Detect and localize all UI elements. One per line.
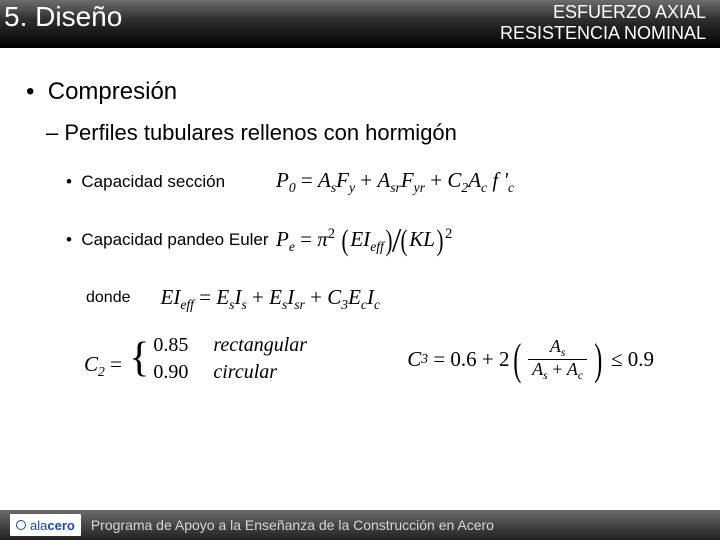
pe-pi: π bbox=[317, 227, 328, 251]
slide: 5. Diseño ESFUERZO AXIAL RESISTENCIA NOM… bbox=[0, 0, 720, 540]
c2-w1: rectangular bbox=[213, 334, 307, 356]
item-label-1-text: Capacidad sección bbox=[81, 172, 225, 191]
p0-t3: A bbox=[377, 168, 390, 192]
ei-g: I bbox=[367, 285, 374, 309]
ei-bs: s bbox=[241, 296, 246, 311]
subtitle-line-1: ESFUERZO AXIAL bbox=[500, 2, 706, 23]
footer-text: Programa de Apoyo a la Enseñanza de la C… bbox=[91, 517, 494, 533]
c3-sym: C bbox=[407, 347, 421, 372]
logo-circle-icon bbox=[16, 520, 26, 530]
logo-text-2: cero bbox=[47, 518, 74, 533]
subtitle-line-2: RESISTENCIA NOMINAL bbox=[500, 23, 706, 44]
p0-t2s: y bbox=[349, 180, 355, 195]
row-c2-c3: C2 = { 0.85rectangular 0.90circular C3 =… bbox=[26, 334, 694, 384]
row-donde: donde EIeff = EsIs + EsIsr + C3EcIc bbox=[86, 285, 694, 313]
equation-eieff: EIeff = EsIs + EsIsr + C3EcIc bbox=[161, 285, 381, 313]
equation-c3: C3 = 0.6 + 2 ( As As + Ac ) ≤ 0.9 bbox=[407, 334, 654, 384]
item-label-2: • Capacidad pandeo Euler bbox=[66, 230, 276, 250]
eieff-lhs: EI bbox=[161, 285, 181, 309]
slide-title: 5. Diseño bbox=[0, 2, 122, 33]
c2-w2: circular bbox=[213, 361, 277, 383]
c2-v2: 0.90 bbox=[153, 361, 199, 384]
c3-fraction: As As + Ac bbox=[528, 337, 587, 383]
slide-body: • Compresión – Perfiles tubulares rellen… bbox=[0, 48, 720, 384]
pe-eff: eff bbox=[370, 239, 384, 254]
p0-lhs-sub: 0 bbox=[289, 180, 296, 195]
equation-c2: C2 = { 0.85rectangular 0.90circular bbox=[84, 334, 307, 384]
p0-t2: F bbox=[336, 168, 349, 192]
ei-gs: c bbox=[374, 296, 380, 311]
c2-sub: 2 bbox=[98, 364, 105, 379]
c2-sym: C bbox=[84, 352, 98, 376]
p0-t7: f ' bbox=[492, 168, 508, 192]
donde-label: donde bbox=[86, 289, 131, 307]
p0-t7s: c bbox=[508, 180, 514, 195]
eieff-lhs-sub: eff bbox=[180, 296, 194, 311]
p0-t3s: sr bbox=[390, 180, 401, 195]
slide-subtitle: ESFUERZO AXIAL RESISTENCIA NOMINAL bbox=[500, 2, 706, 43]
p0-t6: A bbox=[468, 168, 481, 192]
c3-b: 2 bbox=[499, 347, 510, 372]
slide-header: 5. Diseño ESFUERZO AXIAL RESISTENCIA NOM… bbox=[0, 0, 720, 48]
ei-c: E bbox=[269, 285, 282, 309]
p0-t5: C bbox=[447, 168, 461, 192]
bullet-level-2: – Perfiles tubulares rellenos con hormig… bbox=[46, 120, 694, 146]
pe-lhs-sym: P bbox=[276, 227, 289, 251]
p0-lhs-sym: P bbox=[276, 168, 289, 192]
equation-pe: Pe = π2 (EIeff)/(KL)2 bbox=[276, 226, 452, 255]
logo-text-1: ala bbox=[30, 518, 47, 533]
p0-t4s: yr bbox=[414, 180, 425, 195]
item-label-1: • Capacidad sección bbox=[66, 172, 276, 192]
row-capacidad-euler: • Capacidad pandeo Euler Pe = π2 (EIeff)… bbox=[66, 226, 694, 255]
ei-ds: sr bbox=[294, 296, 305, 311]
c3-b2s: c bbox=[578, 369, 583, 382]
c3-top-s: A bbox=[550, 336, 561, 356]
equation-p0: P0 = AsFy + AsrFyr + C2Ac f 'c bbox=[276, 168, 514, 196]
row-capacidad-seccion: • Capacidad sección P0 = AsFy + AsrFyr +… bbox=[66, 168, 694, 196]
c3-b1: A bbox=[532, 359, 543, 379]
c3-rhs: 0.9 bbox=[628, 347, 654, 372]
c3-b2: A bbox=[567, 359, 578, 379]
p0-t4: F bbox=[401, 168, 414, 192]
bullet-l2-text: Perfiles tubulares rellenos con hormigón bbox=[64, 120, 457, 145]
pe-kl: KL bbox=[409, 227, 435, 251]
ei-a: E bbox=[216, 285, 229, 309]
ei-e: C bbox=[327, 285, 341, 309]
p0-t1: A bbox=[318, 168, 331, 192]
c3-a: 0.6 bbox=[450, 347, 476, 372]
bullet-level-1: • Compresión bbox=[26, 78, 694, 106]
c3-sub: 3 bbox=[421, 351, 428, 367]
p0-t6s: c bbox=[481, 180, 487, 195]
slide-footer: alacero Programa de Apoyo a la Enseñanza… bbox=[0, 510, 720, 540]
alacero-logo: alacero bbox=[10, 514, 81, 536]
c2-cases: { 0.85rectangular 0.90circular bbox=[127, 334, 307, 384]
pe-lhs-sub: e bbox=[289, 239, 295, 254]
c3-top-sub: s bbox=[561, 346, 566, 359]
c2-v1: 0.85 bbox=[153, 334, 199, 357]
item-label-2-text: Capacidad pandeo Euler bbox=[81, 230, 268, 249]
pe-ei: EI bbox=[350, 227, 370, 251]
ei-f: E bbox=[348, 285, 361, 309]
bullet-l1-text: Compresión bbox=[48, 78, 177, 105]
